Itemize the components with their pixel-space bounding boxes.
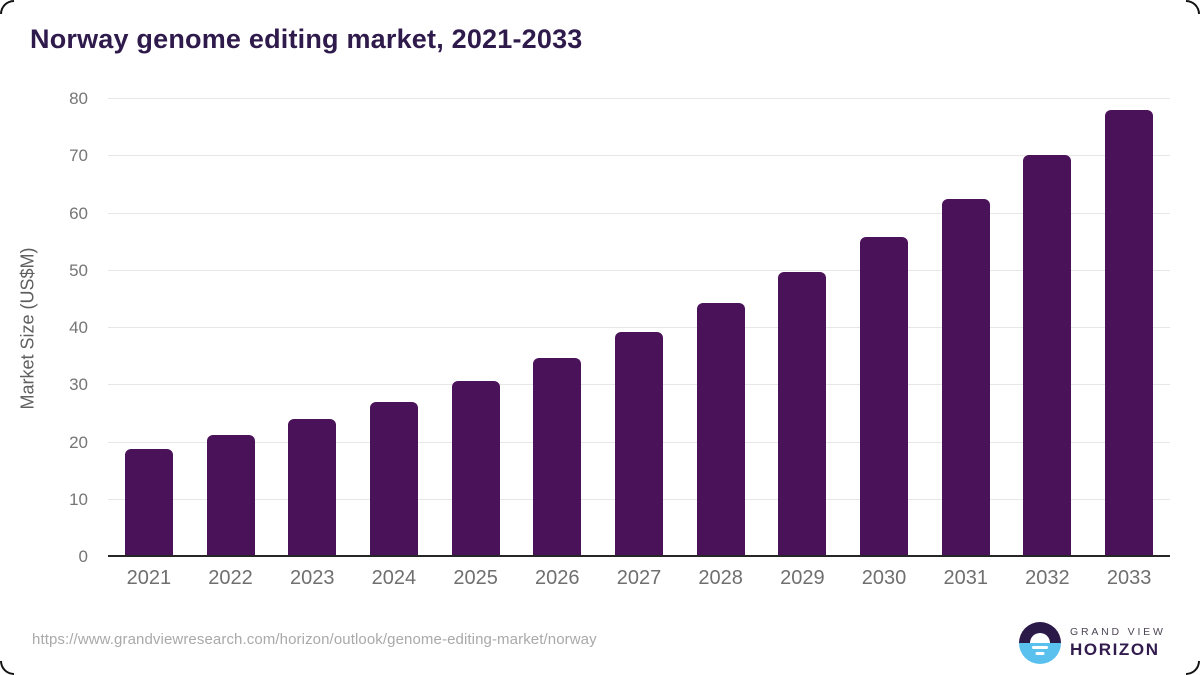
y-tick-label-40: 40: [69, 318, 88, 337]
gridline-60: [108, 212, 1170, 214]
bar-2027: [614, 332, 663, 555]
gridline-40: [108, 327, 1170, 328]
logo-text-grand-view: GRAND VIEW: [1070, 626, 1166, 638]
bar-2031: [941, 198, 990, 555]
bar-slot-2025: [435, 99, 517, 557]
bar-slot-2021: [108, 99, 190, 557]
logo-reflection-line-1: [1032, 645, 1048, 649]
logo-sun-dome: [1030, 633, 1050, 643]
x-tick-label-2028: 2028: [698, 567, 743, 589]
logo-wordmark: GRAND VIEW HORIZON: [1070, 626, 1166, 660]
bar-2026: [533, 358, 582, 555]
gridline-80: [108, 98, 1170, 99]
x-tick-label-2030: 2030: [861, 567, 907, 589]
bar-slot-2033: [1088, 99, 1170, 557]
frame-corner-top-left: [0, 0, 14, 14]
grand-view-horizon-logo: GRAND VIEW HORIZON: [1019, 622, 1166, 664]
bar-slot-2023: [271, 99, 353, 557]
bar-2022: [206, 434, 255, 555]
bar-slot-2031: [925, 99, 1007, 557]
plot-area: [108, 98, 1170, 557]
x-tick-label-2024: 2024: [371, 567, 417, 589]
bar-slot-2028: [680, 99, 762, 557]
y-tick-label-10: 10: [69, 489, 88, 509]
frame-corner-bottom-left: [0, 661, 14, 675]
bar-2030: [860, 236, 909, 555]
bar-slot-2026: [516, 99, 598, 557]
bar-2024: [369, 401, 418, 555]
bar-slot-2027: [598, 99, 680, 557]
x-axis-line: [108, 555, 1170, 557]
bar-2028: [696, 303, 745, 555]
x-axis-tick-labels: 2021 2022 2023 2024 2025 2026 2027 2028 2029 2030…: [108, 567, 1170, 590]
x-tick-label-2027: 2027: [616, 567, 662, 589]
bar-2032: [1023, 155, 1072, 555]
bar-slot-2022: [190, 99, 272, 557]
bar-slot-2032: [1007, 99, 1089, 557]
chart-title: Norway genome editing market, 2021-2033: [30, 24, 583, 54]
bar-2033: [1105, 110, 1154, 555]
frame-corner-bottom-right: [1186, 661, 1200, 675]
x-tick-label-2026: 2026: [535, 567, 580, 589]
bar-slot-2024: [353, 99, 435, 557]
x-tick-label-2022: 2022: [208, 567, 253, 589]
bars-layer: [108, 99, 1170, 557]
bar-2029: [778, 271, 827, 555]
y-tick-label-70: 70: [69, 146, 88, 166]
bar-slot-2030: [843, 99, 925, 557]
y-tick-label-80: 80: [69, 89, 88, 108]
gridline-50: [108, 269, 1170, 271]
logo-sky-half: [1019, 622, 1061, 643]
source-url-text: https://www.grandviewresearch.com/horizo…: [32, 631, 597, 648]
y-tick-label-30: 30: [69, 375, 88, 395]
frame-corner-top-right: [1186, 0, 1200, 14]
y-tick-label-20: 20: [69, 432, 88, 452]
y-tick-label-60: 60: [69, 203, 88, 223]
y-axis-tick-labels: 0 10 20 30 40 50 60 70 80: [0, 89, 90, 566]
x-tick-label-2032: 2032: [1025, 567, 1070, 589]
x-tick-label-2025: 2025: [453, 567, 498, 589]
x-tick-label-2029: 2029: [780, 567, 825, 589]
x-tick-label-2031: 2031: [943, 567, 988, 589]
gridline-70: [108, 155, 1170, 157]
bar-2021: [124, 449, 173, 555]
bar-2025: [451, 380, 500, 555]
bar-2023: [288, 418, 337, 555]
horizon-sun-logo-icon: [1019, 622, 1061, 664]
logo-text-horizon: HORIZON: [1070, 640, 1160, 659]
logo-reflection-line-2: [1035, 651, 1045, 655]
y-tick-label-50: 50: [69, 260, 88, 280]
x-tick-label-2023: 2023: [289, 567, 335, 589]
y-tick-label-0: 0: [78, 547, 88, 566]
x-tick-label-2021: 2021: [126, 567, 172, 589]
x-tick-label-2033: 2033: [1106, 567, 1152, 589]
bar-slot-2029: [762, 99, 844, 557]
